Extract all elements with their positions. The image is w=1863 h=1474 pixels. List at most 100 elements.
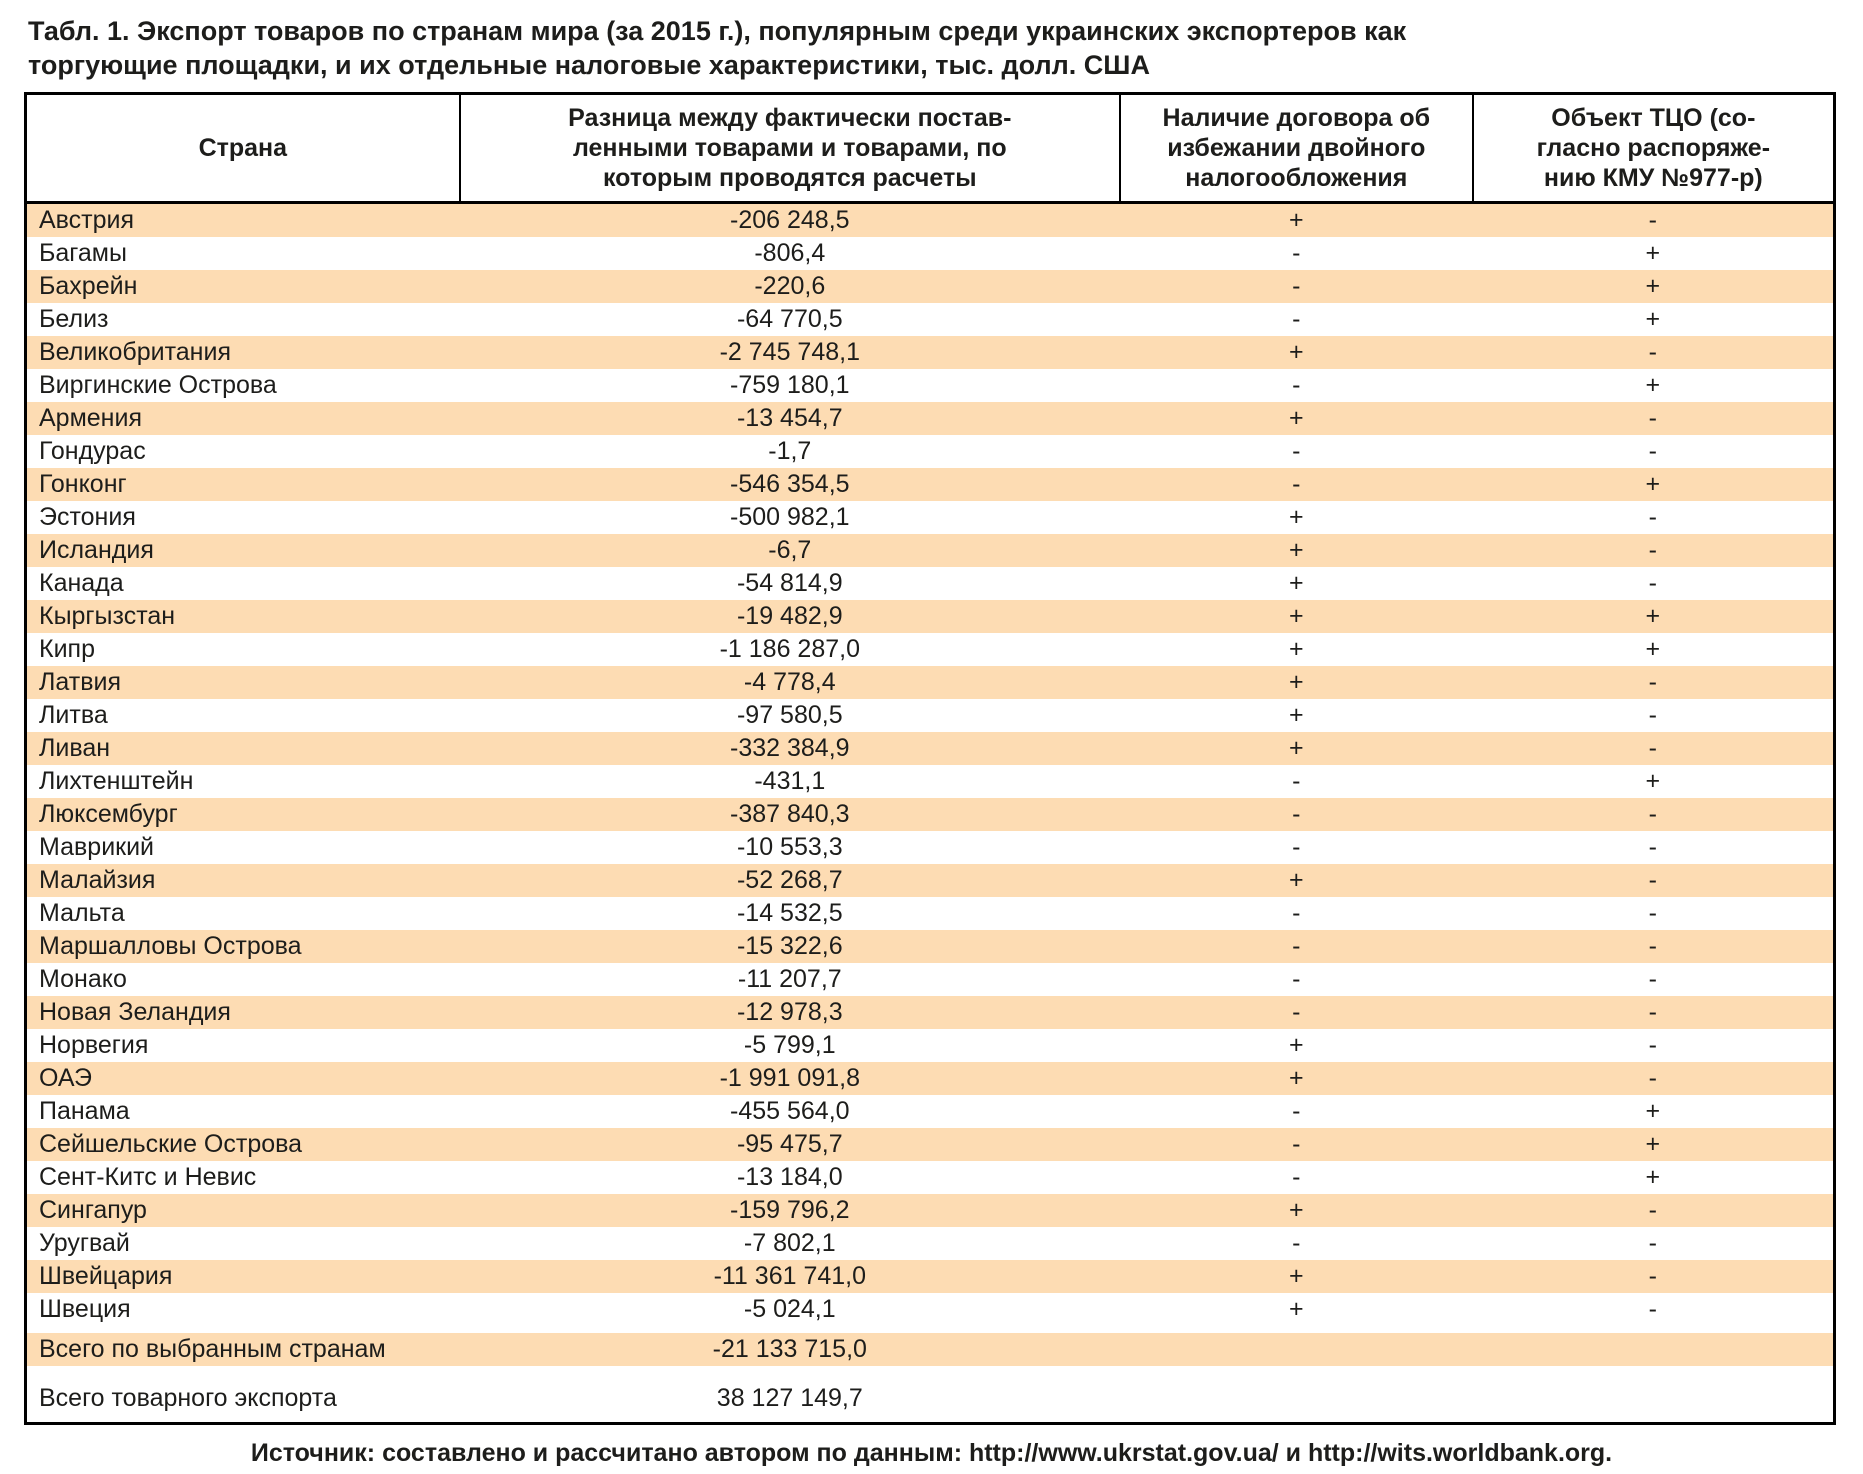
country-cell: Лихтенштейн: [39, 767, 194, 795]
difference-cell: -5 024,1: [743, 1295, 836, 1323]
treaty-cell: +: [1119, 1260, 1473, 1293]
country-cell: Уругвай: [39, 1229, 130, 1257]
tco-cell: +: [1645, 371, 1661, 399]
tco-cell: -: [1648, 1229, 1657, 1257]
export-table: Страна Разница между фактически постав- …: [24, 92, 1836, 1425]
difference-cell: -97 580,5: [736, 701, 843, 729]
tco-cell: -: [1472, 996, 1835, 1029]
treaty-cell: +: [1289, 635, 1304, 663]
table-row: Армения -13 454,7 + -: [25, 402, 1835, 435]
table-row: Кипр -1 186 287,0 + +: [26, 633, 1835, 666]
total-row-selected-countries: Всего по выбранным странам -21 133 715,0: [25, 1333, 1835, 1366]
treaty-cell: [1120, 1382, 1473, 1415]
difference-cell: -759 180,1: [730, 371, 850, 399]
table-row: Латвия -4 778,4 + -: [25, 666, 1835, 699]
table-row: Бахрейн -220,6- +: [25, 270, 1835, 303]
difference-cell: -52 268,7: [459, 864, 1120, 897]
tco-cell: -: [1472, 336, 1835, 369]
tco-cell: +: [1645, 1097, 1661, 1125]
country-cell: Армения: [25, 402, 460, 435]
country-cell: Литва: [39, 701, 108, 729]
country-cell: Гонконг: [25, 468, 460, 501]
treaty-cell: +: [1289, 569, 1304, 597]
table-row: Эстония -500 982,1 + -: [26, 501, 1835, 534]
tco-cell: -: [1472, 864, 1835, 897]
table-row: Монако -11 207,7 - -: [26, 963, 1835, 996]
tco-cell: +: [1472, 1128, 1835, 1161]
country-cell: Гондурас: [39, 437, 146, 465]
table-row: Исландия -6,7 + -: [25, 534, 1835, 567]
table-row: Кыргызстан -19 482,9 + +: [25, 600, 1835, 633]
country-cell: Кыргызстан: [25, 600, 460, 633]
treaty-cell: -: [1292, 239, 1301, 267]
difference-cell: -4 778,4: [459, 666, 1120, 699]
difference-cell: -206 248,5: [459, 202, 1120, 237]
table-row: Ливан -332 384,9 + -: [25, 732, 1835, 765]
column-header-country: Страна: [24, 92, 461, 204]
difference-cell: -431,1: [754, 767, 826, 795]
difference-cell: -220,6: [459, 270, 1120, 303]
difference-cell: -1,7: [768, 437, 812, 465]
table-row: Виргинские Острова -759 180,1 - +: [26, 369, 1835, 402]
total-row-all-exports: Всего товарного экспорта 38 127 149,7: [26, 1382, 1835, 1415]
table-row: Сингапур -159 796,2 + -: [25, 1194, 1835, 1227]
country-cell: Мальта: [39, 899, 125, 927]
treaty-cell: -: [1292, 833, 1301, 861]
tco-cell: -: [1472, 1194, 1835, 1227]
difference-cell: -546 354,5: [459, 468, 1120, 501]
country-cell: Исландия: [25, 534, 460, 567]
difference-cell: -19 482,9: [459, 600, 1120, 633]
country-cell: Сингапур: [25, 1194, 460, 1227]
country-cell: Сейшельские Острова: [25, 1128, 460, 1161]
tco-cell: -: [1472, 534, 1835, 567]
difference-cell: -21 133 715,0: [459, 1333, 1120, 1366]
tco-cell: -: [1648, 899, 1657, 927]
country-cell: Белиз: [39, 305, 109, 333]
difference-cell: -13 184,0: [736, 1163, 843, 1191]
country-cell: Маврикий: [39, 833, 155, 861]
tco-cell: +: [1645, 635, 1661, 663]
country-cell: Австрия: [25, 202, 460, 237]
tco-cell: -: [1648, 569, 1657, 597]
treaty-cell: +: [1289, 701, 1304, 729]
table-row: Лихтенштейн -431,1 - +: [26, 765, 1835, 798]
table-row: Мальта -14 532,5 - -: [26, 897, 1835, 930]
tco-cell: -: [1472, 930, 1835, 963]
column-header-difference: Разница между фактически постав- ленными…: [458, 92, 1121, 204]
country-cell: Монако: [39, 965, 127, 993]
table-row: Багамы -806,4 - +: [26, 237, 1835, 270]
treaty-cell: -: [1292, 371, 1301, 399]
table-row: Панама -455 564,0 - +: [26, 1095, 1835, 1128]
treaty-cell: +: [1119, 202, 1473, 237]
treaty-cell: -: [1119, 996, 1473, 1029]
tco-cell: -: [1648, 1031, 1657, 1059]
country-cell: Всего по выбранным странам: [25, 1333, 460, 1366]
tco-cell: -: [1472, 732, 1835, 765]
source-note: Источник: составлено и рассчитано авторо…: [250, 1439, 1613, 1467]
table-row: Австрия -206 248,5 + -: [25, 202, 1835, 237]
difference-cell: -14 532,5: [736, 899, 843, 927]
tco-cell: +: [1645, 767, 1661, 795]
difference-cell: -7 802,1: [743, 1229, 836, 1257]
country-cell: Бахрейн: [25, 270, 460, 303]
table-caption: Табл. 1. Экспорт товаров по странам мира…: [28, 16, 1407, 80]
difference-cell: -11 207,7: [737, 965, 842, 993]
country-cell: Багамы: [39, 239, 127, 267]
header-row: Страна Разница между фактически постав- …: [24, 92, 1836, 204]
country-cell: Эстония: [39, 503, 136, 531]
tco-cell: +: [1645, 239, 1661, 267]
table-row: ОАЭ -1 991 091,8 + -: [25, 1062, 1835, 1095]
tco-cell: -: [1648, 437, 1657, 465]
difference-cell: -455 564,0: [730, 1097, 850, 1125]
difference-cell: -54 814,9: [736, 569, 843, 597]
page: Табл. 1. Экспорт товаров по странам мира…: [24, 14, 1839, 1468]
treaty-cell: +: [1119, 666, 1473, 699]
table-row: Малайзия -52 268,7 + -: [25, 864, 1835, 897]
country-cell: Виргинские Острова: [39, 371, 277, 399]
difference-cell: -806,4: [754, 239, 826, 267]
difference-cell: 38 127 149,7: [716, 1384, 863, 1412]
difference-cell: -387 840,3: [459, 798, 1120, 831]
country-cell: Сент-Китс и Невис: [39, 1163, 257, 1191]
country-cell: Маршалловы Острова: [25, 930, 460, 963]
tco-cell: -: [1472, 202, 1835, 237]
